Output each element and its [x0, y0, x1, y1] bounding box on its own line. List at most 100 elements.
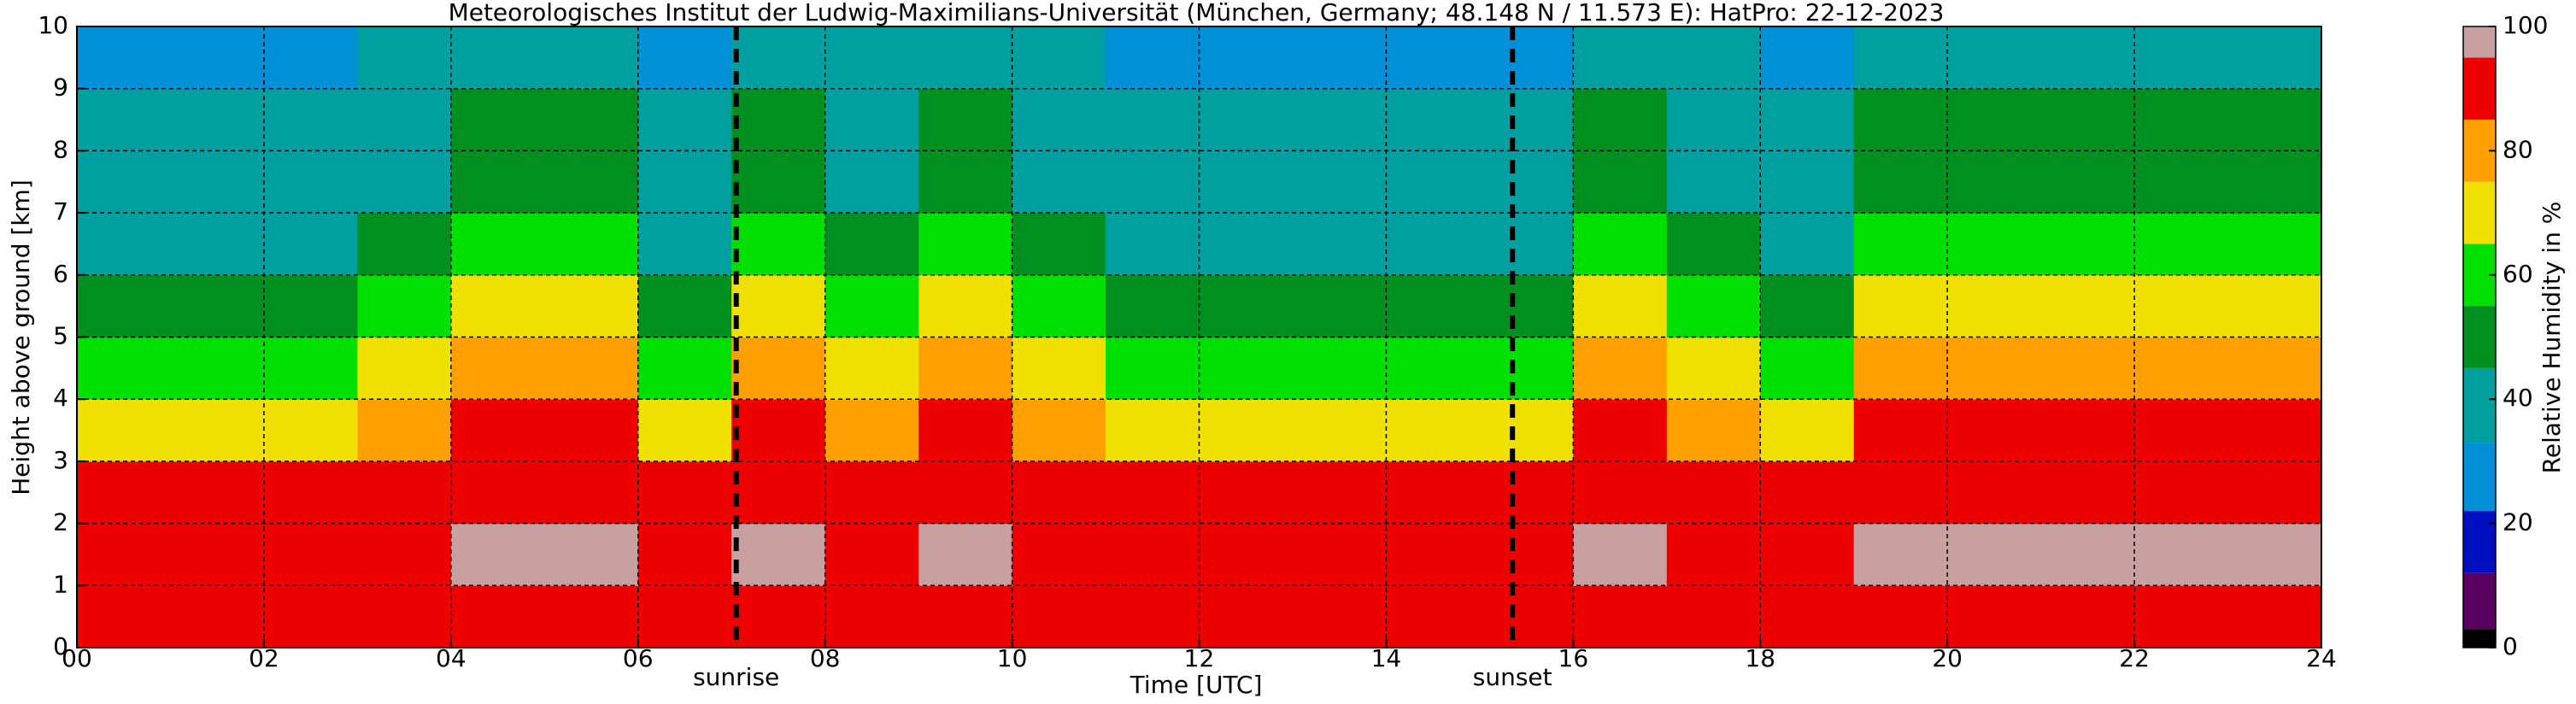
heatmap-cell	[1666, 150, 1761, 214]
y-tick-label: 10	[38, 11, 68, 39]
heatmap-cell	[1199, 26, 1294, 90]
heatmap-cell	[450, 213, 545, 276]
heatmap-cell	[824, 461, 919, 525]
heatmap-cell	[1573, 26, 1668, 90]
heatmap-cell	[1106, 399, 1200, 462]
heatmap-cell	[824, 399, 919, 462]
heatmap-cell	[1386, 523, 1481, 586]
heatmap-cell	[1106, 337, 1200, 400]
chart-title: Meteorologisches Institut der Ludwig-Max…	[449, 0, 1945, 26]
x-tick-label: 04	[436, 644, 466, 672]
heatmap-cell	[824, 337, 919, 400]
heatmap-cell	[450, 88, 545, 151]
heatmap-cell	[357, 26, 452, 90]
heatmap-cell	[1106, 585, 1200, 648]
heatmap-cell	[731, 213, 826, 276]
heatmap-cell	[1947, 150, 2042, 214]
heatmap-cell	[2040, 274, 2135, 337]
heatmap-cell	[450, 523, 545, 586]
heatmap-cell	[1386, 150, 1481, 214]
heatmap-cell	[1479, 585, 1574, 648]
heatmap-cell	[918, 88, 1013, 151]
heatmap-cell	[263, 150, 358, 214]
colorbar-segment	[2463, 511, 2496, 573]
heatmap-cell	[637, 274, 732, 337]
heatmap-cell	[357, 213, 452, 276]
heatmap-cell	[544, 523, 639, 586]
heatmap-cell	[1386, 399, 1481, 462]
heatmap-cell	[1853, 150, 1948, 214]
heatmap-cell	[1292, 461, 1387, 525]
heatmap-cell	[263, 399, 358, 462]
heatmap-cell	[731, 150, 826, 214]
heatmap-cell	[1199, 523, 1294, 586]
heatmap-cell	[731, 337, 826, 400]
heatmap-cell	[2134, 461, 2229, 525]
heatmap-cell	[77, 213, 171, 276]
heatmap-cell	[77, 399, 171, 462]
heatmap-cell	[544, 337, 639, 400]
colorbar-segment	[2463, 26, 2496, 58]
heatmap-cell	[544, 274, 639, 337]
heatmap-cell	[1479, 213, 1574, 276]
heatmap-cell	[1106, 523, 1200, 586]
heatmap-cell	[77, 26, 171, 90]
heatmap-cell	[918, 523, 1013, 586]
heatmap-cell	[1573, 523, 1668, 586]
x-tick-label: 12	[1184, 644, 1215, 672]
heatmap-cell	[824, 585, 919, 648]
heatmap-cell	[170, 399, 265, 462]
heatmap-cell	[637, 88, 732, 151]
heatmap-cell	[2134, 274, 2229, 337]
heatmap-cell	[1666, 399, 1761, 462]
heatmap-cell	[1666, 523, 1761, 586]
heatmap-cell	[1853, 337, 1948, 400]
x-tick-label: 24	[2306, 644, 2337, 672]
heatmap-cell	[1199, 274, 1294, 337]
heatmap-cell	[1106, 88, 1200, 151]
heatmap-cell	[357, 523, 452, 586]
heatmap-cell	[2134, 399, 2229, 462]
heatmap-cell	[1947, 337, 2042, 400]
heatmap-cell	[1760, 585, 1855, 648]
heatmap-cell	[1760, 274, 1855, 337]
heatmap-cell	[1199, 150, 1294, 214]
heatmap-cell	[637, 213, 732, 276]
heatmap-cell	[824, 88, 919, 151]
colorbar-label: Relative Humidity in %	[2538, 202, 2566, 474]
heatmap-cell	[1760, 150, 1855, 214]
heatmap-cell	[170, 461, 265, 525]
heatmap-cell	[1106, 274, 1200, 337]
y-tick-label: 8	[53, 135, 68, 163]
heatmap-cell	[2134, 523, 2229, 586]
heatmap-cell	[77, 523, 171, 586]
heatmap-cell	[1947, 274, 2042, 337]
heatmap-cell	[1666, 585, 1761, 648]
heatmap-cell	[544, 213, 639, 276]
heatmap-cell	[450, 337, 545, 400]
heatmap-cell	[1853, 274, 1948, 337]
heatmap-cell	[637, 150, 732, 214]
heatmap-cell	[1012, 523, 1106, 586]
heatmap-cell	[1012, 88, 1106, 151]
colorbar-frame	[2462, 26, 2497, 648]
heatmap-cell	[357, 585, 452, 648]
heatmap-cell	[1199, 88, 1294, 151]
heatmap-cell	[2227, 26, 2322, 90]
heatmap-cell	[263, 585, 358, 648]
heatmap-cell	[2227, 274, 2322, 337]
heatmap-cell	[263, 26, 358, 90]
heatmap-cell	[263, 337, 358, 400]
x-axis-label: Time [UTC]	[1130, 671, 1263, 699]
heatmap-cell	[2040, 26, 2135, 90]
heatmap-cell	[1199, 337, 1294, 400]
heatmap-cell	[1012, 213, 1106, 276]
heatmap-cell	[1760, 337, 1855, 400]
heatmap-cell	[1947, 461, 2042, 525]
heatmap-cell	[1199, 461, 1294, 525]
heatmap-cell	[544, 461, 639, 525]
heatmap-cell	[170, 213, 265, 276]
heatmap-cell	[731, 26, 826, 90]
colorbar-segment	[2463, 572, 2496, 630]
heatmap-cell	[77, 337, 171, 400]
